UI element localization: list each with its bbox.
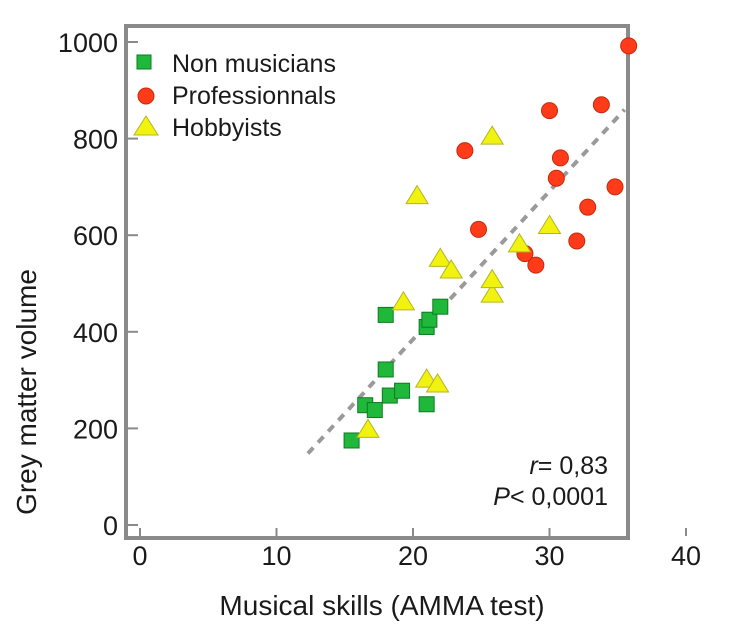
x-tick-label: 40 <box>671 541 701 571</box>
point-professionnals <box>470 220 488 238</box>
r-stat: r= 0,83 <box>529 452 608 480</box>
r-symbol: r <box>529 452 539 480</box>
trend-line <box>306 108 627 455</box>
y-axis-title: Grey matter volume <box>11 269 42 515</box>
point-professionnals <box>579 198 597 216</box>
data-points <box>343 37 638 449</box>
x-tick-label: 30 <box>534 541 564 571</box>
point-hobbyists <box>507 232 532 253</box>
point-professionnals <box>551 149 569 167</box>
point-non-musicians <box>366 402 383 419</box>
legend-label-hobbyists: Hobbyists <box>172 114 282 142</box>
point-hobbyists <box>480 283 505 303</box>
y-tick-label: 800 <box>73 125 118 155</box>
x-axis-title: Musical skills (AMMA test) <box>219 590 544 621</box>
point-professionnals <box>592 96 610 114</box>
legend: Non musicians Professionnals Hobbyists <box>133 50 336 142</box>
legend-marker-hobbyists <box>133 115 159 136</box>
x-tick-label: 10 <box>261 541 291 571</box>
point-non-musicians <box>432 298 449 315</box>
point-hobbyists <box>356 418 380 438</box>
p-value: < 0,0001 <box>510 483 608 511</box>
point-hobbyists <box>425 373 450 393</box>
legend-marker-professionnals <box>137 87 155 105</box>
point-hobbyists <box>428 247 453 267</box>
y-tick-label: 0 <box>103 511 118 541</box>
x-tick-label: 20 <box>398 541 428 571</box>
point-hobbyists <box>480 268 505 289</box>
point-professionnals <box>620 37 638 55</box>
point-non-musicians <box>421 311 438 328</box>
point-professionnals <box>606 178 624 196</box>
point-professionnals <box>527 256 545 274</box>
x-tick-label: 0 <box>132 541 147 571</box>
legend-label-professionnals: Professionnals <box>172 82 336 110</box>
x-axis-ticks: 0 10 20 30 40 <box>132 528 701 571</box>
point-hobbyists <box>391 290 416 311</box>
point-non-musicians <box>418 396 435 413</box>
point-professionnals <box>547 169 565 187</box>
y-tick-label: 200 <box>73 414 118 444</box>
point-non-musicians <box>394 382 411 399</box>
point-hobbyists <box>537 214 562 235</box>
y-tick-label: 400 <box>73 318 118 348</box>
point-non-musicians <box>377 306 394 323</box>
point-hobbyists <box>405 184 429 205</box>
point-professionnals <box>568 232 586 250</box>
r-value: = 0,83 <box>538 452 608 480</box>
y-tick-label: 1000 <box>58 28 118 58</box>
y-axis-ticks: 0 200 400 600 800 1000 <box>58 28 138 541</box>
y-tick-label: 600 <box>73 221 118 251</box>
point-hobbyists <box>439 259 464 279</box>
point-non-musicians <box>343 432 360 449</box>
point-non-musicians <box>377 361 394 378</box>
p-symbol: P <box>493 483 510 511</box>
correlation-stats: r= 0,83 P< 0,0001 <box>493 452 608 511</box>
point-professionnals <box>456 142 474 160</box>
legend-label-non-musicians: Non musicians <box>172 50 336 78</box>
point-professionnals <box>541 102 558 120</box>
p-stat: P< 0,0001 <box>493 483 608 511</box>
legend-marker-non-musicians <box>136 54 152 70</box>
point-hobbyists <box>480 125 505 145</box>
